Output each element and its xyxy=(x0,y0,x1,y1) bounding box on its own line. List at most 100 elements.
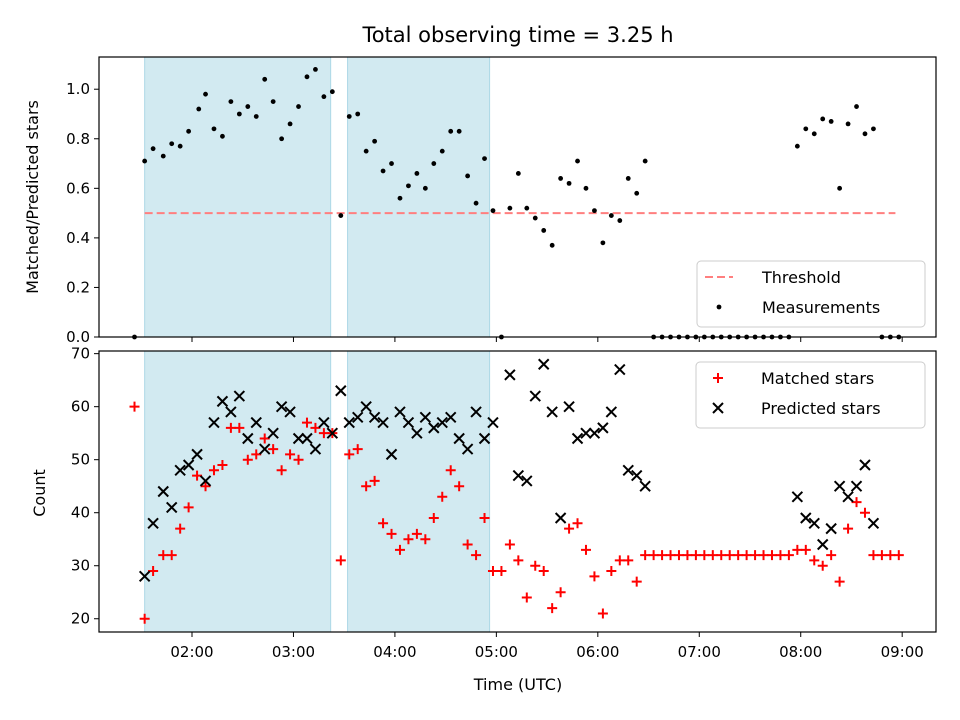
measurement-point xyxy=(541,228,547,233)
matched-star-point xyxy=(809,555,820,566)
measurement-point xyxy=(575,158,580,164)
matched-star-point xyxy=(868,550,879,561)
matched-star-point xyxy=(614,555,625,566)
measurement-point xyxy=(465,173,471,179)
predicted-star-point xyxy=(138,570,151,583)
matched-star-point xyxy=(479,513,490,524)
x-axis-label: Time (UTC) xyxy=(473,675,562,694)
predicted-star-point xyxy=(529,390,541,402)
matched-star-point xyxy=(572,518,583,529)
matched-star-point xyxy=(420,534,431,545)
measurement-point xyxy=(245,104,251,109)
matched-star-point xyxy=(251,449,262,460)
matched-star-point xyxy=(462,539,473,550)
predicted-star-point xyxy=(487,416,499,429)
predicted-star-point xyxy=(825,522,837,535)
predicted-star-point xyxy=(521,475,533,487)
matched-star-point xyxy=(707,550,718,561)
matched-star-point xyxy=(665,550,676,561)
predicted-star-point xyxy=(800,512,812,524)
predicted-star-point xyxy=(563,400,575,413)
x-tick-label: 05:00 xyxy=(475,643,518,661)
matched-star-point xyxy=(800,544,811,555)
matched-star-point xyxy=(139,613,150,624)
predicted-star-point xyxy=(233,390,246,402)
matched-star-point xyxy=(301,417,312,428)
predicted-star-point xyxy=(259,443,271,455)
matched-star-point xyxy=(724,550,735,561)
matched-star-point xyxy=(885,550,896,561)
matched-star-point xyxy=(445,465,456,476)
predicted-star-point xyxy=(639,480,651,492)
measurement-point xyxy=(211,126,217,132)
matched-star-point xyxy=(335,555,346,566)
predicted-star-point xyxy=(512,469,525,482)
matched-star-point xyxy=(437,491,448,502)
predicted-star-point xyxy=(850,480,863,492)
predicted-star-point xyxy=(182,459,195,471)
matched-star-point xyxy=(640,550,651,561)
measurement-point xyxy=(372,138,378,144)
measurement-point xyxy=(414,171,420,176)
measurement-point xyxy=(490,208,496,214)
measurement-point xyxy=(270,99,276,105)
bottom-y-tick-label: 20 xyxy=(71,610,90,628)
predicted-star-point xyxy=(622,464,634,476)
measurement-point xyxy=(431,161,437,166)
matched-star-point xyxy=(259,433,270,444)
top-shaded-interval xyxy=(347,56,491,338)
matched-star-point xyxy=(699,550,710,561)
predicted-star-point xyxy=(842,491,854,503)
measurement-point xyxy=(287,121,293,127)
predicted-star-point xyxy=(614,363,626,376)
measurement-point xyxy=(296,104,301,109)
matched-star-point xyxy=(428,513,439,524)
matched-star-point xyxy=(234,422,245,433)
x-tick-label: 07:00 xyxy=(678,643,721,661)
measurement-point xyxy=(803,126,809,132)
predicted-star-point xyxy=(470,406,482,418)
matched-star-point xyxy=(555,587,566,598)
legend-predicted-swatch xyxy=(712,402,724,414)
bottom-y-tick-label: 60 xyxy=(71,398,90,416)
measurement-point xyxy=(186,128,192,134)
measurement-point xyxy=(583,185,589,191)
predicted-star-point xyxy=(250,416,262,429)
matched-star-point xyxy=(893,550,904,561)
bottom-y-tick-label: 30 xyxy=(71,557,90,575)
x-tick-label: 04:00 xyxy=(373,643,416,661)
measurement-point xyxy=(794,143,800,149)
matched-star-point xyxy=(487,566,498,577)
measurement-point xyxy=(549,242,555,248)
measurement-point xyxy=(515,171,521,176)
matched-star-point xyxy=(547,603,558,614)
top-y-tick-label: 0.6 xyxy=(66,179,90,197)
bottom-y-tick-label: 70 xyxy=(71,345,90,363)
matched-star-point xyxy=(530,560,541,571)
top-y-tick-label: 1.0 xyxy=(66,80,90,98)
predicted-star-point xyxy=(157,485,169,498)
matched-star-point xyxy=(403,534,414,545)
predicted-star-point xyxy=(309,443,322,455)
measurement-point xyxy=(313,66,318,72)
predicted-star-point xyxy=(867,517,880,530)
measurement-point xyxy=(524,205,530,211)
matched-star-point xyxy=(293,454,304,465)
matched-star-point xyxy=(192,470,203,481)
predicted-star-point xyxy=(445,411,457,423)
predicted-star-point xyxy=(817,538,829,551)
measurement-point xyxy=(642,158,648,164)
measurement-point xyxy=(473,200,479,206)
matched-star-point xyxy=(783,550,794,561)
predicted-star-point xyxy=(504,369,516,381)
predicted-star-point xyxy=(791,491,804,503)
predicted-star-point xyxy=(436,416,448,429)
measurement-point xyxy=(600,240,606,246)
predicted-star-point xyxy=(275,400,288,413)
measurement-point xyxy=(608,213,614,218)
measurement-point xyxy=(845,121,851,127)
measurement-point xyxy=(220,133,225,139)
measurement-point xyxy=(625,176,631,181)
matched-star-point xyxy=(352,444,363,455)
matched-star-point xyxy=(817,560,828,571)
